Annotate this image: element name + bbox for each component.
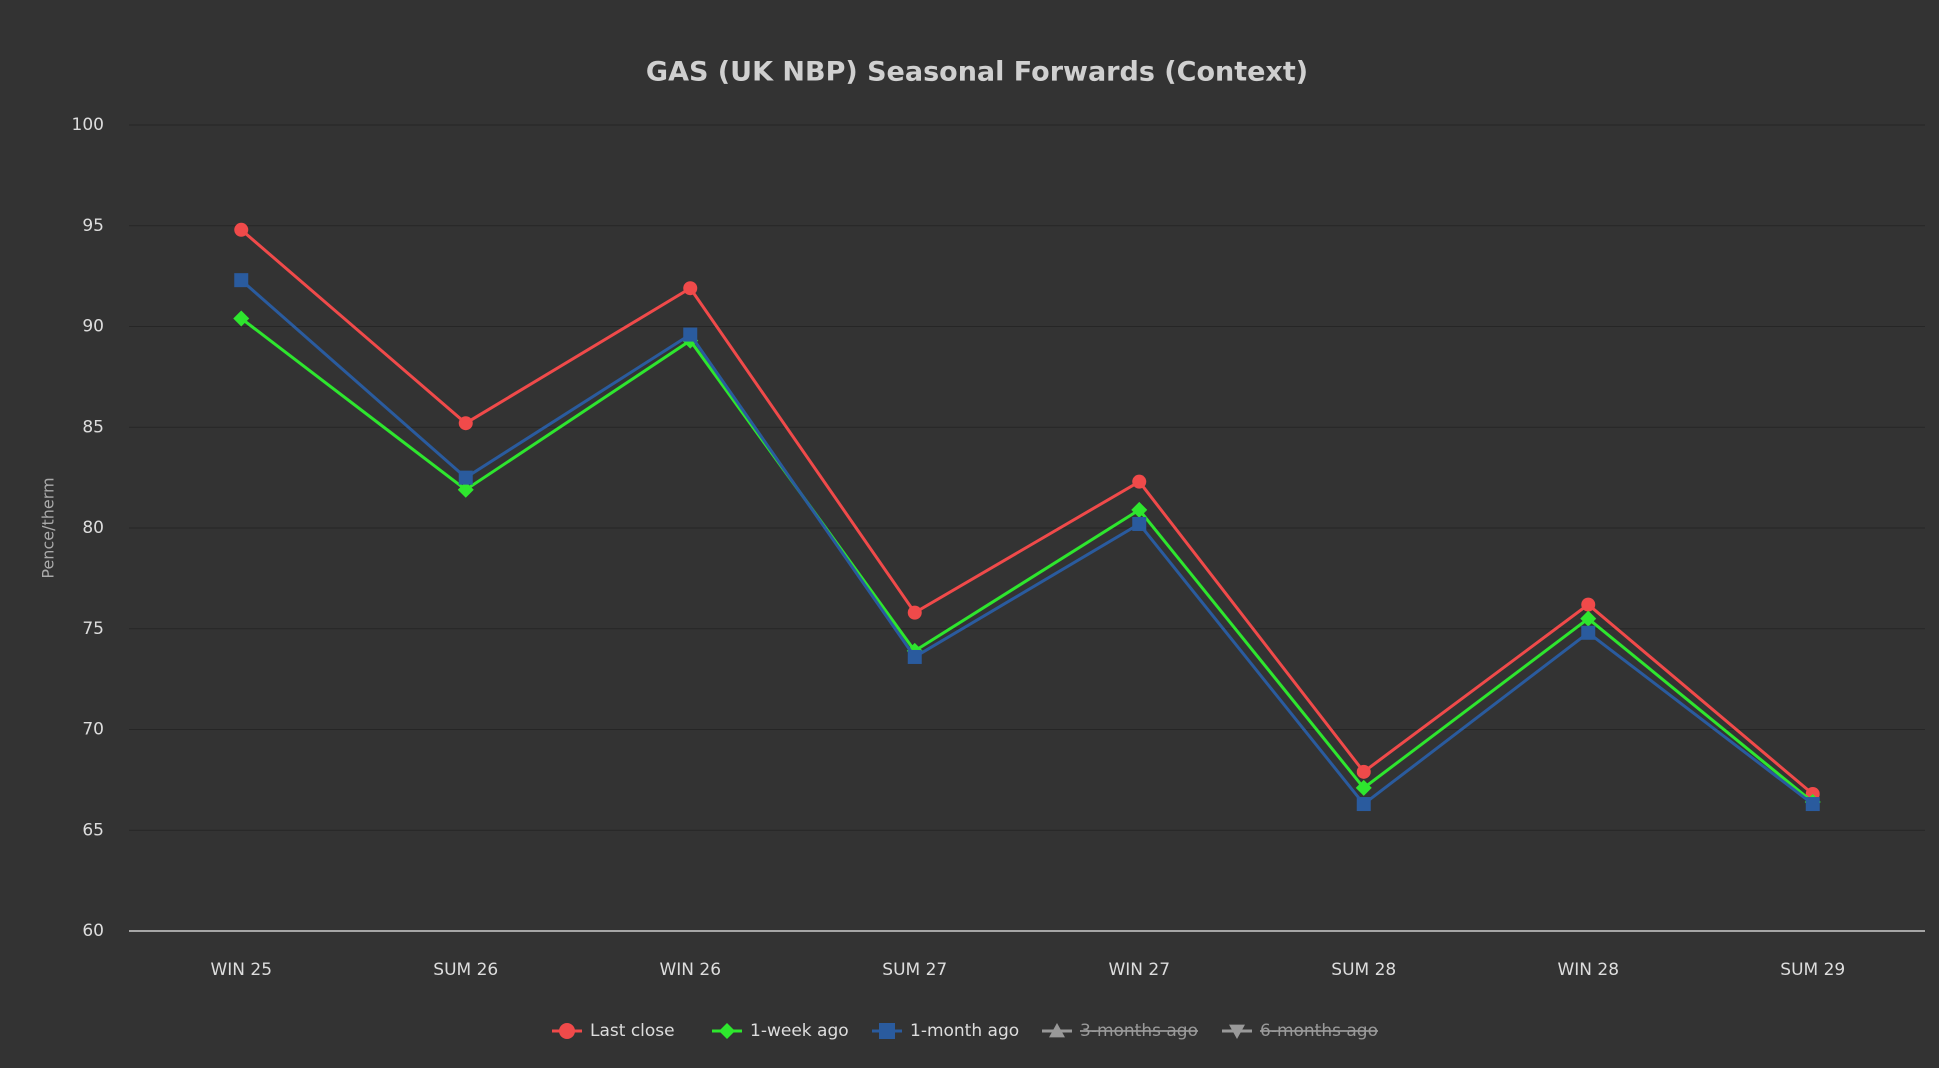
y-tick-label: 70 [82, 720, 104, 740]
series-line [240, 228, 1814, 796]
y-tick-label: 85 [82, 417, 104, 437]
x-tick-label: SUM 27 [882, 960, 947, 980]
marker [879, 1023, 895, 1039]
legend-item[interactable]: 6-months ago [1222, 1021, 1378, 1041]
marker [907, 605, 922, 620]
x-tick-label: WIN 25 [210, 960, 272, 980]
marker [234, 222, 249, 237]
legend-label: 3-months ago [1080, 1021, 1198, 1041]
y-tick-label: 65 [82, 820, 104, 840]
legend-item[interactable]: Last close [552, 1021, 675, 1041]
marker [1580, 610, 1597, 627]
marker [683, 281, 698, 296]
x-tick-label: WIN 28 [1557, 960, 1619, 980]
marker [1356, 797, 1371, 812]
legend-label: 6-months ago [1260, 1021, 1378, 1041]
marker [1581, 625, 1596, 640]
y-tick-label: 100 [72, 115, 104, 135]
legend-item[interactable]: 1-month ago [872, 1021, 1019, 1041]
y-tick-label: 80 [82, 518, 104, 538]
marker [1355, 779, 1372, 796]
legend-label: 1-week ago [750, 1021, 849, 1041]
y-tick-label: 90 [82, 317, 104, 337]
marker [1229, 1024, 1245, 1039]
marker [1581, 597, 1596, 612]
marker [233, 310, 250, 327]
marker [907, 649, 922, 664]
marker [457, 481, 474, 498]
legend-item[interactable]: 1-week ago [712, 1021, 849, 1041]
x-tick-label: WIN 27 [1108, 960, 1170, 980]
marker [559, 1023, 575, 1039]
marker [1356, 764, 1371, 779]
marker [1049, 1023, 1065, 1038]
marker [1132, 516, 1147, 531]
series [234, 273, 1820, 812]
marker [719, 1023, 735, 1039]
marker [1805, 797, 1820, 812]
series-line [240, 279, 1814, 807]
chart-title: GAS (UK NBP) Seasonal Forwards (Context) [646, 57, 1308, 88]
series-line [240, 317, 1814, 804]
marker [683, 327, 698, 342]
x-tick-label: SUM 28 [1331, 960, 1396, 980]
marker [1131, 501, 1148, 518]
x-tick-label: SUM 29 [1780, 960, 1845, 980]
marker [234, 273, 249, 288]
marker [1132, 474, 1147, 489]
legend-label: Last close [590, 1021, 675, 1041]
y-tick-label: 95 [82, 216, 104, 236]
y-tick-label: 60 [82, 921, 104, 941]
marker [458, 470, 473, 485]
x-tick-label: WIN 26 [659, 960, 721, 980]
x-tick-label: SUM 26 [433, 960, 498, 980]
y-axis-label: Pence/therm [39, 477, 58, 578]
marker [458, 416, 473, 431]
legend-item[interactable]: 3-months ago [1042, 1021, 1198, 1041]
legend-label: 1-month ago [910, 1021, 1019, 1041]
y-tick-label: 75 [82, 619, 104, 639]
